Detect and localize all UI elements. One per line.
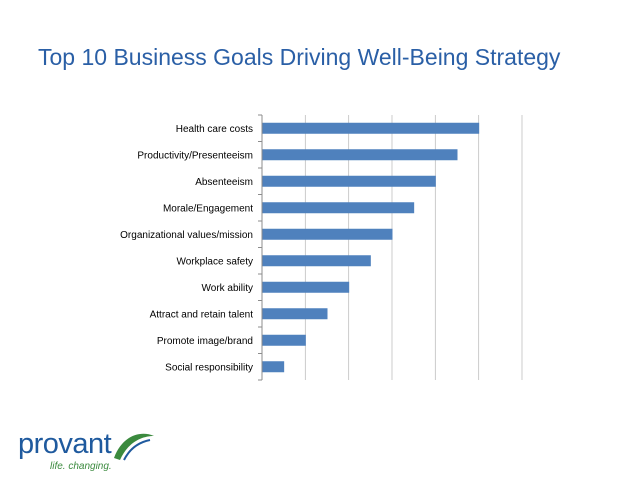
category-label: Attract and retain talent bbox=[150, 309, 254, 320]
category-label: Organizational values/mission bbox=[120, 230, 253, 241]
leaf-swoosh-icon bbox=[114, 433, 154, 461]
category-label: Health care costs bbox=[176, 124, 253, 135]
category-label: Work ability bbox=[202, 283, 254, 294]
bar bbox=[262, 149, 458, 161]
slide-title: Top 10 Business Goals Driving Well-Being… bbox=[38, 44, 561, 70]
bar bbox=[262, 308, 328, 320]
category-label: Absenteeism bbox=[195, 177, 253, 188]
bar bbox=[262, 122, 480, 134]
category-label: Morale/Engagement bbox=[163, 203, 253, 214]
bar bbox=[262, 361, 285, 373]
category-labels: Health care costs Productivity/Presenteei… bbox=[120, 124, 253, 374]
chart-axis bbox=[258, 114, 263, 381]
category-label: Promote image/brand bbox=[157, 336, 253, 347]
category-label: Social responsibility bbox=[165, 362, 253, 373]
chart-bars bbox=[262, 122, 480, 373]
bar bbox=[262, 175, 436, 187]
bar bbox=[262, 228, 393, 240]
bar bbox=[262, 281, 350, 293]
bar bbox=[262, 202, 415, 214]
category-label: Workplace safety bbox=[176, 256, 253, 267]
logo-wordmark: provant bbox=[18, 428, 112, 460]
category-label: Productivity/Presenteeism bbox=[137, 150, 253, 161]
logo-tagline: life. changing. bbox=[50, 461, 112, 472]
bar bbox=[262, 334, 306, 346]
bar bbox=[262, 255, 371, 267]
provant-logo: provant life. changing. bbox=[18, 428, 168, 478]
